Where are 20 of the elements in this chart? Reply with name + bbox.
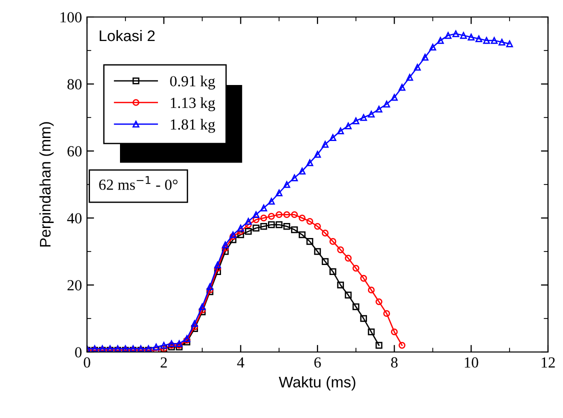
y-tick-label: 0: [75, 347, 82, 358]
y-tick-label: 60: [68, 146, 82, 156]
x-tick-label: 8: [391, 357, 398, 368]
x-tick-label: 0: [84, 357, 90, 368]
y-tick-label: 80: [67, 79, 82, 90]
y-tick-label: 40: [67, 213, 82, 224]
annotation: Lokasi 2: [100, 30, 155, 42]
x-axis-title: Waktu (ms): [278, 376, 356, 391]
legend-label: 0.91 kg: [170, 76, 216, 90]
annotation: 62 ms$^{−1}$ - 0°: [99, 176, 178, 190]
x-tick-label: 10: [464, 357, 478, 368]
legend-label: 1.13 kg: [170, 97, 216, 112]
x-tick-label: 12: [542, 357, 555, 368]
x-tick-label: 2: [160, 357, 167, 368]
y-axis-title: Perpindahan (mm): [39, 122, 54, 246]
x-tick-label: 6: [314, 357, 321, 368]
legend-label: 1.81 kg: [170, 118, 216, 133]
y-tick-label: 100: [60, 12, 82, 22]
y-tick-label: 20: [68, 280, 82, 290]
x-tick-label: 4: [237, 357, 244, 368]
